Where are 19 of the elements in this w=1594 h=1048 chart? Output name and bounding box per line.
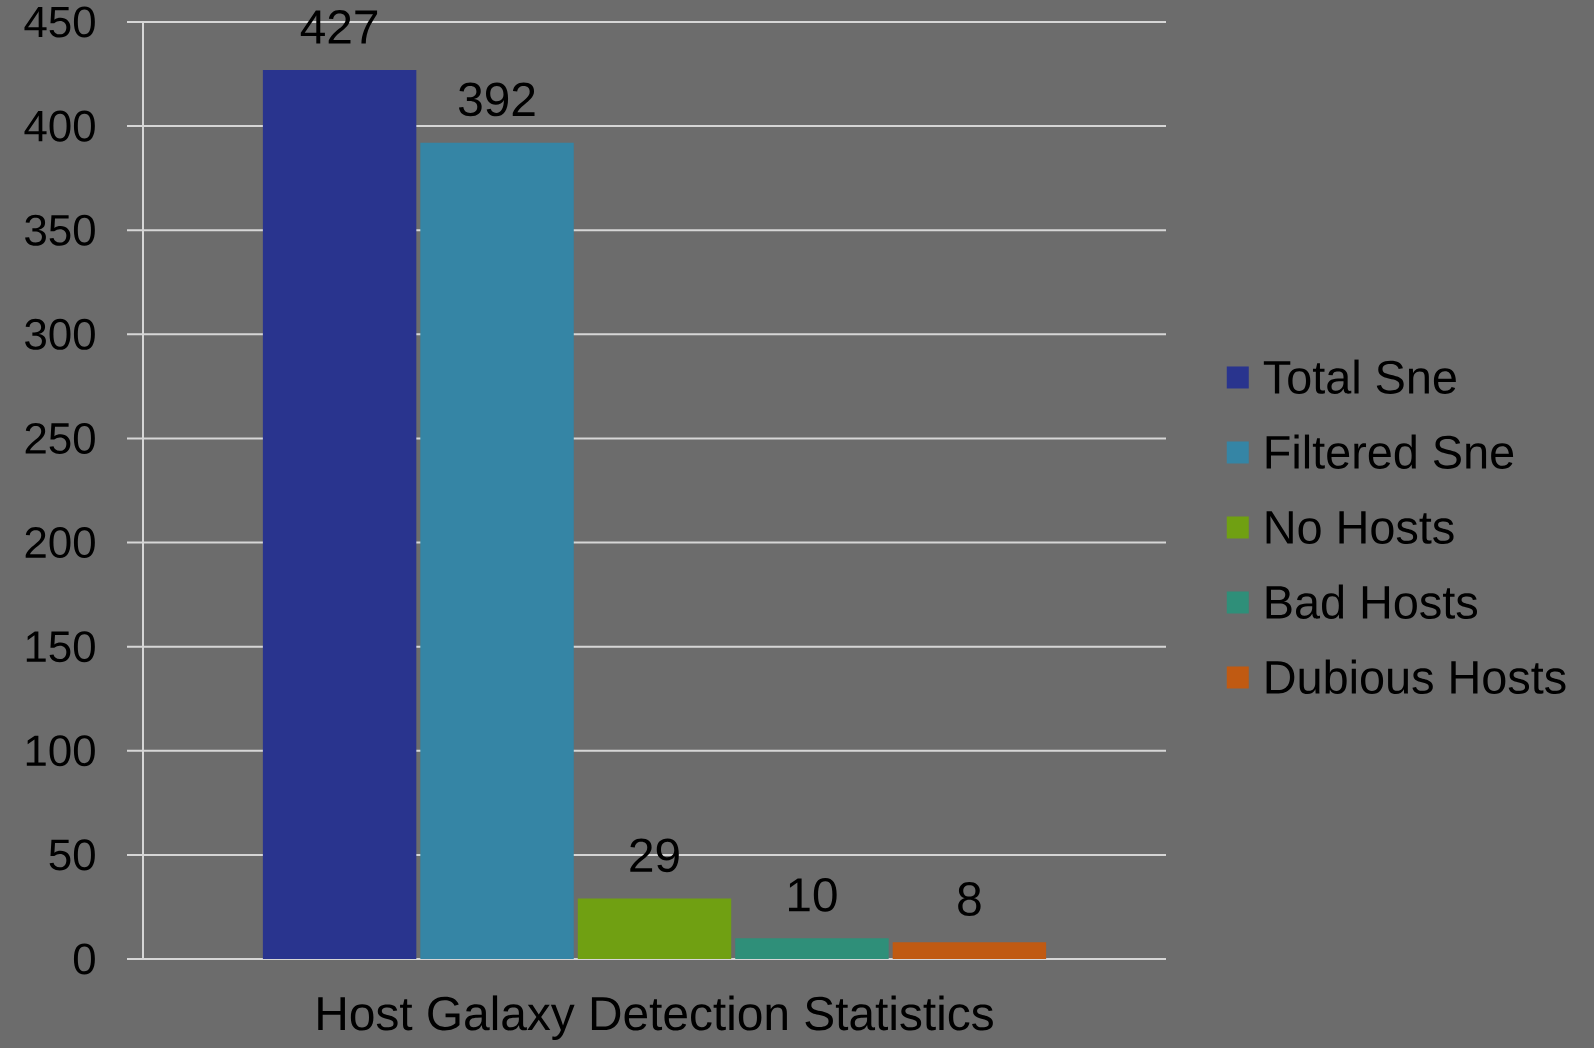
y-tick-label: 0 — [73, 943, 95, 975]
y-tick-label: 250 — [25, 422, 95, 454]
legend-label: Dubious Hosts — [1266, 659, 1566, 694]
data-label: 392 — [458, 82, 535, 117]
y-tick-label: 300 — [25, 318, 95, 350]
y-tick-label: 350 — [25, 214, 95, 246]
y-tick-label: 450 — [24, 6, 95, 38]
x-tick-label: Host Galaxy Detection Statistics — [318, 995, 993, 1040]
legend-label: No Hosts — [1266, 511, 1454, 544]
data-label: 8 — [958, 882, 981, 916]
y-tick-label: 400 — [24, 110, 95, 142]
y-tick-label: 50 — [49, 839, 95, 871]
legend-label: Filtered Sne — [1266, 434, 1514, 469]
y-tick-label: 150 — [26, 631, 95, 663]
y-tick-label: 200 — [25, 527, 95, 559]
legend-label: Bad Hosts — [1266, 584, 1478, 619]
y-tick-label: 100 — [26, 735, 95, 767]
data-label: 10 — [789, 877, 837, 912]
legend-label: Total Sne — [1263, 359, 1456, 394]
